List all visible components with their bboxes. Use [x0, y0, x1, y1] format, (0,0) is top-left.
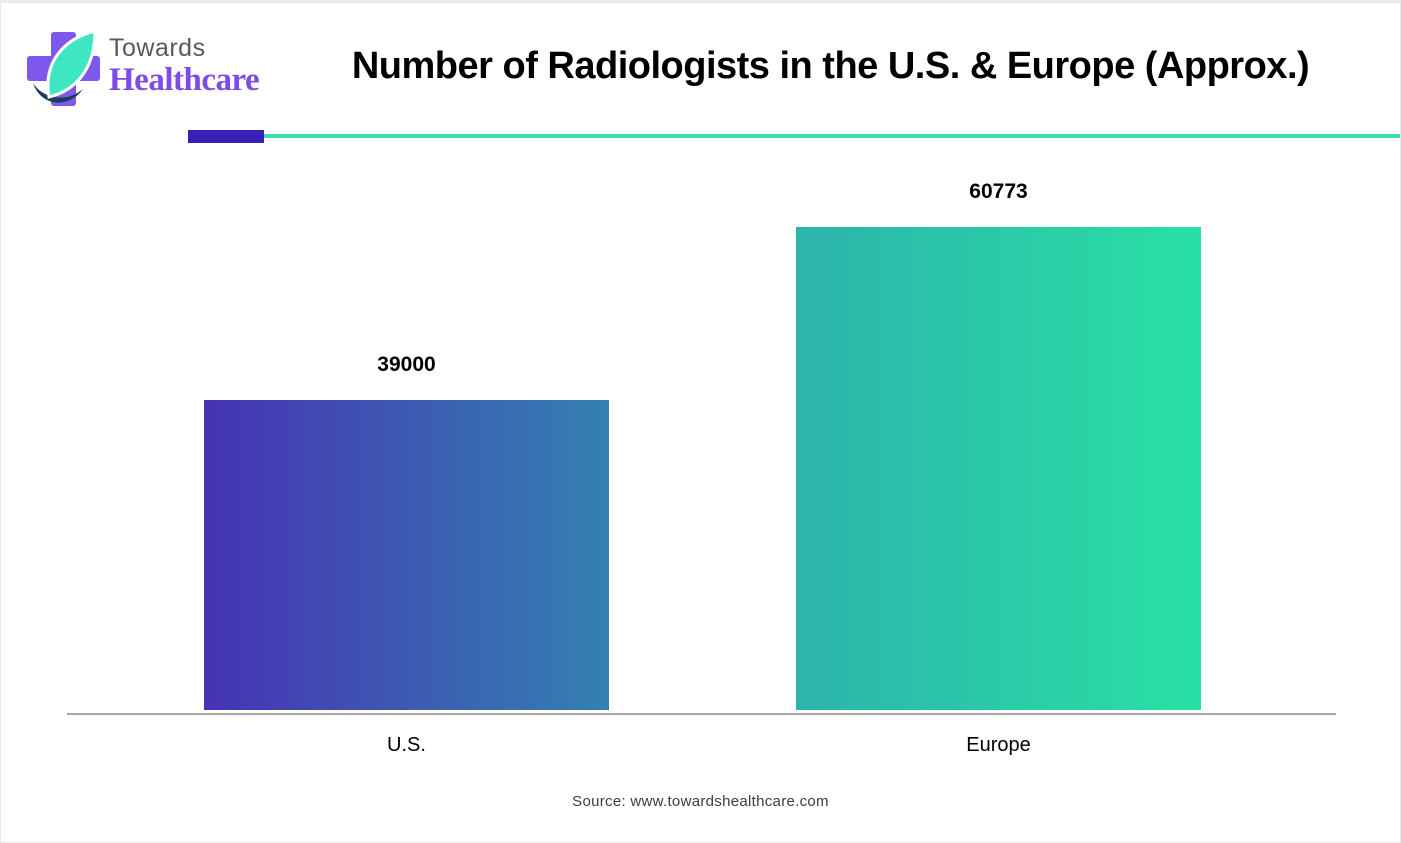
divider-line — [264, 134, 1400, 138]
bar-europe — [796, 227, 1201, 710]
x-axis-label-europe: Europe — [966, 734, 1031, 756]
bar-us — [204, 400, 609, 710]
logo: Towards Healthcare — [25, 29, 260, 109]
logo-text: Towards Healthcare — [109, 34, 260, 109]
bar-value-us: 39000 — [377, 353, 436, 376]
chart-title: Number of Radiologists in the U.S. & Eur… — [351, 45, 1310, 87]
x-axis-label-us: U.S. — [387, 734, 426, 756]
towards-healthcare-logo-icon — [27, 29, 100, 106]
x-axis-line — [67, 713, 1336, 715]
bar-value-europe: 60773 — [969, 180, 1028, 203]
source-text: Source: www.towardshealthcare.com — [572, 793, 829, 810]
bar-chart: 39000 60773 U.S. Europe — [1, 3, 1400, 842]
logo-towards-text: Towards — [109, 34, 206, 62]
divider-accent-bar — [188, 130, 264, 143]
logo-healthcare-text: Healthcare — [109, 62, 260, 98]
bar-group-europe: 60773 — [796, 180, 1201, 710]
bar-group-us: 39000 — [204, 353, 609, 710]
